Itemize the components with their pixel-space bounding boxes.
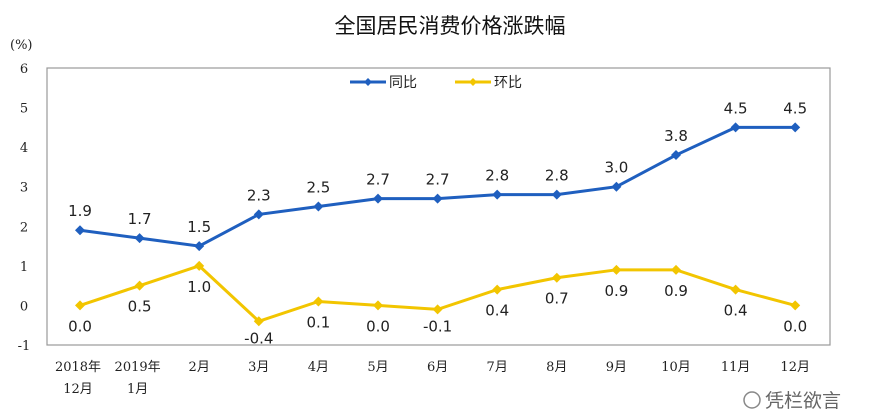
watermark-text: 凭栏欲言 [765,390,841,412]
y-tick-label: 3 [20,181,28,196]
data-point [551,189,562,200]
data-label: 2.8 [545,167,569,185]
data-point [373,193,383,204]
data-label: 3.8 [664,127,688,145]
data-point [194,241,205,252]
data-label: 4.5 [724,99,748,117]
legend-label: 环比 [494,75,522,91]
series-mom: 0.0 0.5 1.0 -0.4 0.1 0.0 -0.1 0.4 0.7 0.9 0.9 0.4 0.… [68,260,807,347]
data-point [75,225,85,236]
data-label: 2.8 [485,167,509,185]
data-point [671,150,681,161]
data-label: 4.5 [783,99,807,117]
data-label: 0.0 [783,317,807,335]
data-label: 0.0 [366,317,390,335]
data-point [492,189,503,200]
data-label: 2.7 [426,171,450,189]
x-tick-label: 6月 [427,360,448,375]
data-label: 1.5 [187,218,211,236]
y-tick-label: 5 [20,102,28,117]
data-point [730,122,741,133]
data-point [313,296,324,307]
data-label: 0.7 [545,290,569,308]
data-label: 0.9 [604,282,628,300]
data-label: 1.0 [187,278,211,296]
data-label: 0.4 [724,302,748,320]
data-point [253,209,264,220]
data-label: 2.5 [306,179,330,197]
data-label: 1.9 [68,202,92,220]
y-tick-label: -1 [18,339,31,354]
data-point [75,300,85,311]
data-label: 0.9 [664,282,688,300]
data-label: 0.4 [485,302,509,320]
x-tick-label: 1月 [127,382,148,397]
legend: 同比 环比 [350,75,522,91]
data-point [790,122,801,133]
data-point [373,300,383,311]
data-point [313,201,324,212]
data-label: 1.7 [128,210,152,228]
data-point [432,304,443,315]
data-point [432,193,443,204]
data-label: -0.1 [423,317,452,335]
data-point [611,181,622,192]
data-label: 2.7 [366,171,390,189]
x-tick-label: 12月 [780,360,810,375]
data-point [194,260,205,271]
series-yoy: 1.9 1.7 1.5 2.3 2.5 2.7 2.7 2.8 2.8 3.0 3.8 4.5 4.5 [68,99,807,252]
data-point [253,316,264,327]
plot-area [46,67,831,346]
x-tick-label: 4月 [308,360,329,375]
data-point [492,284,503,295]
data-point [611,264,622,275]
wechat-icon [743,391,761,409]
data-label: 0.1 [306,313,330,331]
data-point [134,280,145,291]
x-tick-label: 8月 [546,360,567,375]
legend-marker [469,78,477,86]
x-tick-label: 3月 [248,360,269,375]
x-tick-label: 7月 [487,360,508,375]
x-tick-label: 2018年 [55,360,101,375]
y-tick-label: 4 [20,141,28,156]
legend-marker [364,78,372,86]
x-tick-label: 2月 [189,360,210,375]
data-point [730,284,741,295]
data-point [790,300,801,311]
y-tick-label: 2 [20,220,28,235]
chart-title: 全国居民消费价格涨跌幅 [335,14,566,38]
x-tick-label: 9月 [606,360,627,375]
y-tick-label: 0 [20,299,28,314]
x-tick-label: 12月 [63,382,93,397]
y-tick-label: 1 [20,260,28,275]
data-point [551,272,562,283]
x-tick-label: 10月 [661,360,691,375]
y-axis-unit: (%) [10,38,33,53]
data-label: 2.3 [247,186,271,204]
data-label: 3.0 [604,159,628,177]
x-tick-label: 11月 [721,360,751,375]
legend-label: 同比 [389,75,417,91]
data-label: -0.4 [244,329,273,347]
data-point [134,233,145,244]
x-tick-label: 5月 [367,360,388,375]
x-tick-label: 2019年 [115,360,161,375]
data-label: 0.5 [128,298,152,316]
data-label: 0.0 [68,317,92,335]
y-tick-label: 6 [20,62,28,77]
data-point [671,264,681,275]
watermark: 凭栏欲言 [743,390,841,412]
